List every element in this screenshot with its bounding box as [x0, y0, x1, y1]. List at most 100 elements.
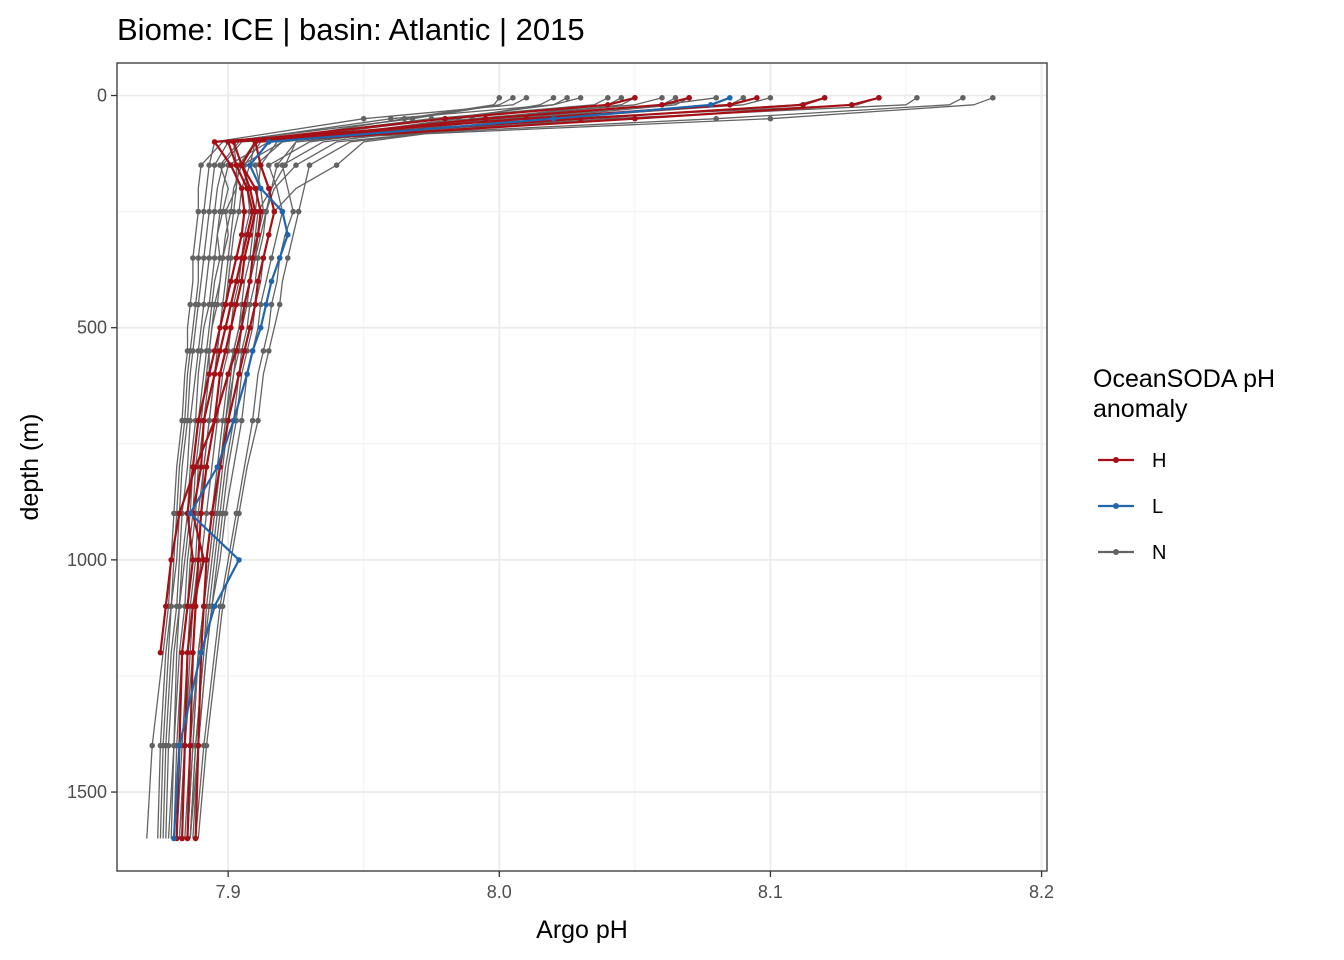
- profile-line-H: [159, 96, 880, 653]
- data-point-H: [228, 324, 234, 331]
- data-point-H: [249, 255, 256, 261]
- data-point-N: [219, 603, 226, 610]
- profile-line-N: [192, 97, 771, 839]
- data-point-N: [206, 301, 212, 308]
- profile-line-H: [181, 96, 826, 839]
- data-point-H: [206, 371, 212, 377]
- x-axis: 7.9 8.0 8.1 8.2: [216, 871, 1054, 902]
- data-point-N: [268, 301, 275, 308]
- data-point-N: [236, 208, 242, 215]
- data-point-N: [195, 348, 202, 354]
- data-point-H: [225, 371, 231, 377]
- data-point-H: [222, 348, 229, 354]
- data-point-N: [173, 603, 180, 610]
- data-point-N: [222, 510, 229, 517]
- data-point-L: [263, 301, 269, 308]
- data-point-N: [523, 95, 530, 101]
- legend-label-N: N: [1152, 542, 1166, 564]
- data-point-L: [244, 371, 250, 377]
- data-point-L: [214, 464, 221, 470]
- data-point-H: [876, 95, 882, 101]
- profile-line-N: [194, 97, 690, 839]
- data-point-H: [260, 255, 267, 261]
- data-point-H: [233, 301, 240, 308]
- data-point-H: [266, 185, 272, 192]
- data-point-N: [914, 95, 920, 101]
- data-point-N: [198, 162, 204, 168]
- legend-title-line-2: anomaly: [1093, 395, 1188, 423]
- legend-key-point-H: [1113, 457, 1119, 463]
- data-point-H: [605, 102, 611, 108]
- data-point-N: [211, 208, 218, 215]
- series-L: [171, 95, 733, 842]
- data-point-N: [260, 348, 267, 354]
- data-point-L: [247, 162, 253, 168]
- data-point-N: [190, 255, 196, 261]
- data-point-N: [293, 162, 299, 168]
- profile-line-H: [186, 96, 636, 839]
- profile-line-H: [175, 96, 758, 839]
- data-point-H: [238, 278, 245, 285]
- data-point-H: [442, 115, 448, 122]
- data-point-H: [255, 278, 261, 285]
- data-point-H: [203, 557, 210, 563]
- data-point-N: [219, 255, 226, 261]
- data-point-N: [206, 255, 212, 261]
- profile-line-N: [176, 97, 568, 839]
- chart-title: Biome: ICE | basin: Atlantic | 2015: [117, 12, 585, 47]
- data-point-H: [247, 185, 253, 192]
- data-point-H: [271, 208, 278, 215]
- data-point-H: [233, 348, 240, 354]
- data-point-N: [409, 115, 416, 122]
- data-point-N: [236, 510, 242, 517]
- data-point-N: [222, 208, 229, 215]
- data-point-N: [266, 348, 272, 354]
- series-H: [157, 95, 882, 842]
- data-point-H: [184, 835, 191, 842]
- data-point-N: [192, 301, 199, 308]
- data-point-H: [247, 324, 253, 331]
- data-point-H: [211, 371, 218, 377]
- data-point-N: [285, 255, 291, 261]
- profile-line-N: [186, 97, 622, 839]
- data-point-H: [222, 324, 229, 331]
- data-point-H: [247, 232, 253, 238]
- profile-line-N: [173, 97, 964, 839]
- data-point-H: [686, 95, 692, 101]
- data-point-H: [176, 510, 183, 517]
- data-point-N: [187, 301, 193, 308]
- data-point-H: [228, 301, 234, 308]
- data-point-H: [211, 348, 218, 354]
- data-point-N: [149, 742, 155, 749]
- data-point-H: [201, 603, 207, 610]
- profile-line-N: [167, 97, 994, 839]
- data-point-N: [306, 162, 313, 168]
- data-point-N: [211, 255, 218, 261]
- profile-line-N: [189, 97, 676, 839]
- plot-panel: [117, 63, 1047, 871]
- data-point-N: [217, 510, 223, 517]
- data-point-N: [255, 417, 261, 424]
- legend-title-line-1: OceanSODA pH: [1093, 365, 1275, 393]
- x-tick-label: 8.0: [487, 882, 512, 902]
- data-point-H: [228, 162, 234, 168]
- profile-line-N: [159, 97, 581, 839]
- data-point-N: [564, 95, 570, 101]
- data-point-N: [249, 417, 256, 424]
- data-point-H: [238, 232, 245, 238]
- data-point-N: [206, 417, 212, 424]
- data-point-N: [550, 95, 557, 101]
- data-point-H: [241, 301, 248, 308]
- x-tick-label: 8.2: [1029, 882, 1054, 902]
- data-point-H: [238, 185, 245, 192]
- data-point-L: [236, 557, 242, 563]
- data-point-L: [171, 835, 177, 842]
- data-point-H: [230, 139, 237, 145]
- data-point-N: [401, 115, 408, 122]
- data-point-N: [252, 162, 259, 168]
- data-point-H: [252, 301, 259, 308]
- data-point-L: [279, 208, 286, 215]
- data-point-H: [241, 208, 248, 215]
- data-point-H: [217, 324, 223, 331]
